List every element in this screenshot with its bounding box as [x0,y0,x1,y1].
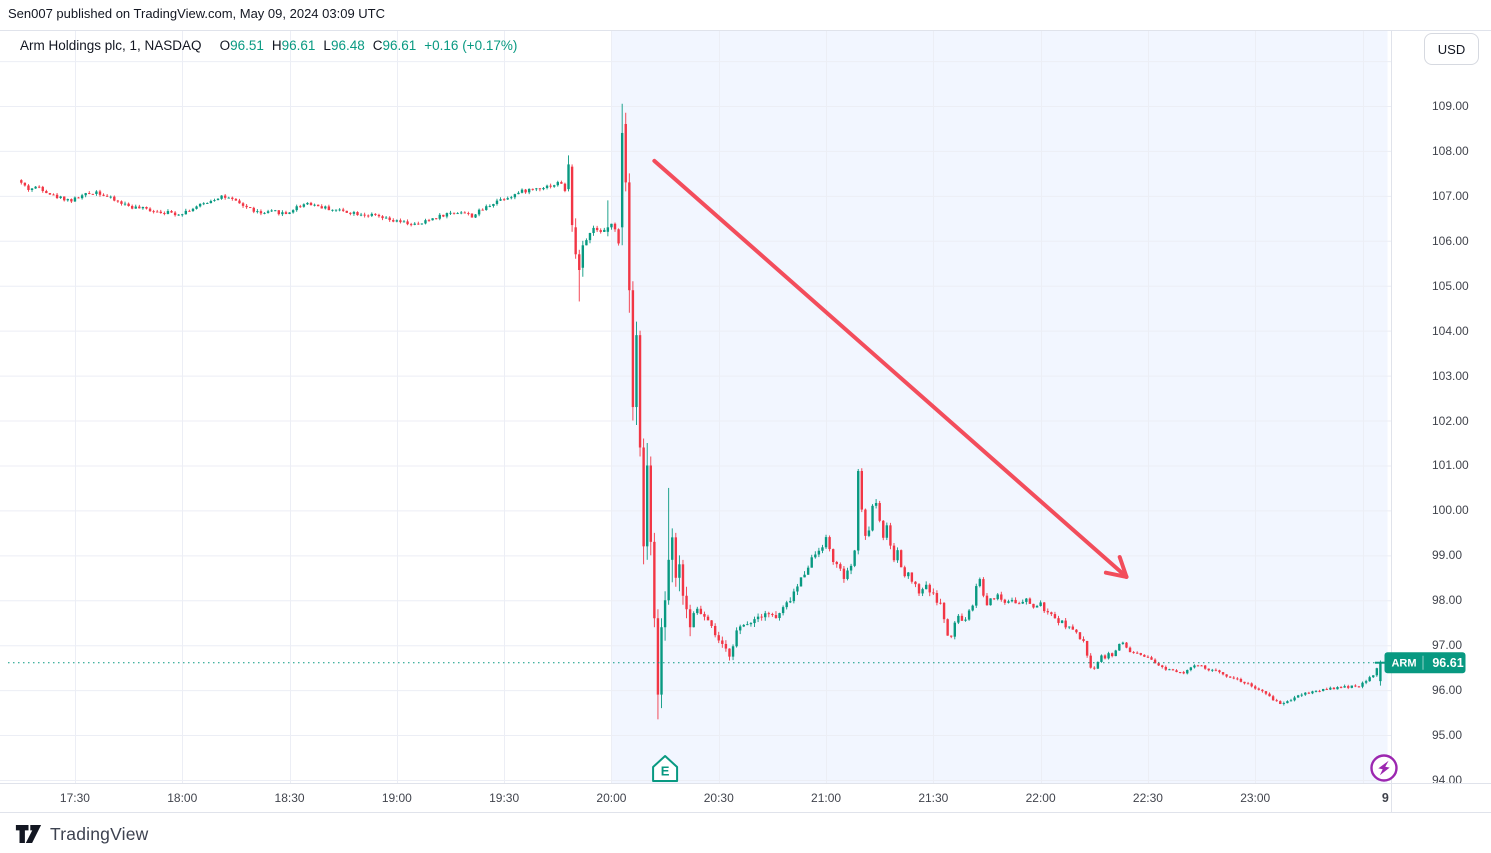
time-tick-label: 23:00 [1240,790,1271,805]
low-value: 96.48 [330,38,365,53]
time-tick-label: 20:30 [703,790,734,805]
time-tick-label: 20:00 [596,790,627,805]
attribution-text: Sen007 published on TradingView.com, May… [8,6,385,21]
price-tick-label: 96.00 [1432,683,1463,698]
price-tick-label: 97.00 [1432,638,1463,653]
gridlines [0,31,1391,783]
after-hours-session-band [611,31,1388,783]
high-value: 96.61 [281,38,316,53]
price-tick-label: 107.00 [1432,188,1469,203]
time-tick-label: 19:00 [381,790,412,805]
tradingview-logo-icon [15,825,42,843]
price-tick-label: 102.00 [1432,413,1469,428]
svg-text:E: E [661,764,670,779]
price-axis[interactable]: 109.00 108.00 107.00 106.00 105.00 104.00 103.… [1391,31,1491,812]
high-label: H [271,38,282,53]
time-tick-label: 18:30 [274,790,305,805]
symbol-title: Arm Holdings plc, 1, NASDAQ [20,38,202,53]
open-label: O [219,38,231,53]
time-tick-label: 22:00 [1025,790,1056,805]
price-tick-label: 104.00 [1432,323,1469,338]
price-tick-label: 108.00 [1432,143,1469,158]
price-tick-label: 95.00 [1432,728,1463,743]
pane-borders [0,30,1491,813]
time-tick-label: 19:30 [489,790,520,805]
tradingview-logo-text: TradingView [50,823,149,844]
price-tick-label: 105.00 [1432,278,1469,293]
earnings-marker-icon[interactable]: E [652,755,679,782]
price-tick-label: 109.00 [1432,99,1469,113]
candlestick-series [20,103,1382,720]
time-tick-label: 22:30 [1132,790,1163,805]
time-tick-label: 21:00 [811,790,842,805]
price-tick-label: 100.00 [1432,503,1469,518]
time-tick-label: 18:00 [167,790,198,805]
open-value: 96.51 [230,38,264,53]
price-tick-label: 98.00 [1432,593,1463,608]
tradingview-logo[interactable]: TradingView [15,820,149,848]
low-label: L [323,38,331,53]
trend-arrow-annotation[interactable] [652,158,1129,579]
symbol-legend[interactable]: Arm Holdings plc, 1, NASDAQ O96.51 H96.61 L… [20,38,517,53]
time-axis[interactable]: 17:30 18:00 18:30 19:00 19:30 20:00 20:30 21:00… [0,783,1491,812]
time-tick-label: 9 [1381,790,1389,805]
time-tick-label: 21:30 [918,790,949,805]
price-tick-label: 106.00 [1432,233,1469,248]
price-tick-label: 99.00 [1432,548,1463,563]
time-tick-label: 17:30 [59,790,90,805]
close-label: C [372,38,383,53]
price-tick-label: 103.00 [1432,368,1469,383]
currency-toggle-button[interactable]: USD [1424,33,1479,65]
close-value: 96.61 [382,38,417,53]
price-tick-label: 101.00 [1432,458,1469,473]
change-value: +0.16 (+0.17%) [424,38,518,53]
